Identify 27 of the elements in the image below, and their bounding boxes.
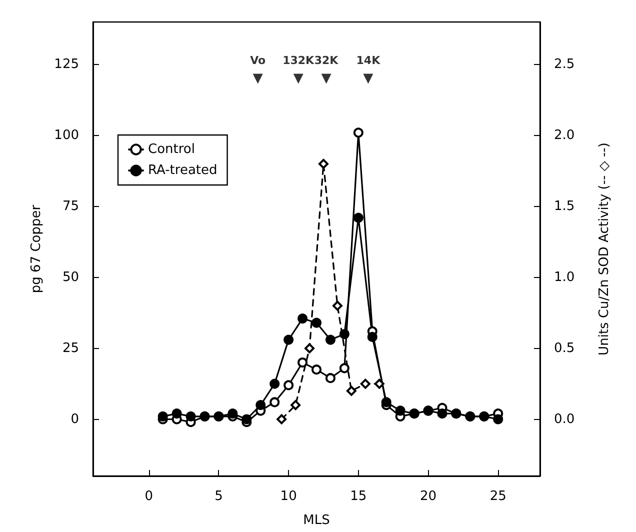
- y-axis-title: pg 67 Copper: [29, 204, 44, 294]
- y-tick-label: 75: [62, 198, 79, 214]
- x-tick-label: 0: [144, 489, 154, 504]
- y2-tick-label: 0.5: [554, 340, 575, 356]
- y-tick-label: 100: [54, 128, 79, 143]
- y2-tick-label: 1.0: [554, 270, 575, 285]
- legend-label: Control: [148, 142, 195, 157]
- annotation: Vo: [250, 54, 266, 67]
- x-tick-label: 20: [420, 489, 437, 504]
- y2-tick-label: 2.0: [554, 128, 575, 143]
- annotation: 132K: [282, 54, 315, 67]
- annotation: 14K: [356, 54, 381, 67]
- y2-tick-label: 2.5: [554, 57, 575, 72]
- y2-tick-label: 1.5: [554, 198, 575, 214]
- x-tick-label: 15: [350, 489, 367, 504]
- y-tick-label: 50: [62, 270, 79, 285]
- legend-label: RA-treated: [148, 163, 218, 178]
- x-tick-label: 10: [280, 489, 297, 504]
- y-tick-label: 25: [62, 340, 79, 356]
- annotation: 32K: [314, 54, 339, 67]
- x-tick-label: 5: [214, 489, 223, 504]
- y-tick-label: 125: [54, 57, 79, 72]
- y-tick-label: 0: [70, 412, 79, 427]
- x-axis-title: MLS: [303, 513, 330, 528]
- y2-tick-label: 0.0: [554, 412, 575, 427]
- x-tick-label: 25: [490, 489, 506, 504]
- y2-axis-title: Units Cu/Zn SOD Activity (-- ◇ --): [597, 142, 612, 356]
